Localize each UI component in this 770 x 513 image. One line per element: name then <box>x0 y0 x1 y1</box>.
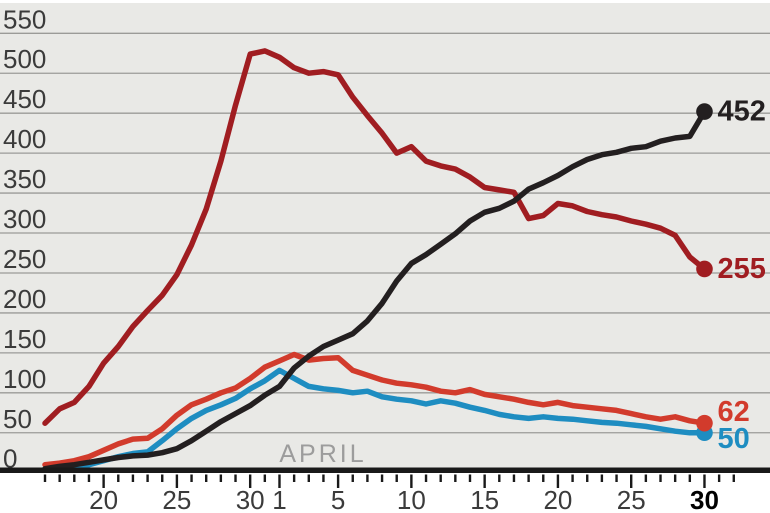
x-axis-label: 20 <box>89 485 118 513</box>
y-axis-label: 150 <box>3 324 46 354</box>
x-axis-label: 25 <box>162 485 191 513</box>
series-red-value-label: 62 <box>717 396 749 428</box>
x-axis-label: 30 <box>690 485 719 513</box>
series-black-value-label: 452 <box>717 96 765 128</box>
series-dark-red-line <box>42 48 708 426</box>
y-axis-label: 0 <box>3 444 17 474</box>
y-axis-label: 500 <box>3 44 46 74</box>
x-axis-label: 5 <box>331 485 345 513</box>
y-axis-label: 250 <box>3 244 46 274</box>
x-axis-label: 1 <box>272 485 286 513</box>
y-axis-label: 50 <box>3 404 32 434</box>
x-axis-line <box>0 467 770 473</box>
plot-background <box>0 3 770 468</box>
series-blue-line <box>42 367 708 473</box>
series-black-endpoint <box>696 103 713 120</box>
y-axis-label: 300 <box>3 204 46 234</box>
x-axis-label: 10 <box>397 485 426 513</box>
x-axis-label: 25 <box>617 485 646 513</box>
y-axis-label: 100 <box>3 364 46 394</box>
series-blue-value-label: 50 <box>717 423 749 455</box>
series-dark-red-endpoint <box>696 260 713 278</box>
y-axis-label: 400 <box>3 124 46 154</box>
series-red-endpoint <box>696 414 713 432</box>
month-label: APRIL <box>279 440 366 468</box>
x-axis-label: 20 <box>543 485 572 513</box>
series-dark-red-value-label: 255 <box>717 253 765 285</box>
y-axis-label: 350 <box>3 164 46 194</box>
series-red-line <box>42 351 708 468</box>
x-axis-label: 30 <box>236 485 265 513</box>
y-axis-label: 550 <box>3 4 46 34</box>
x-axis-label: 15 <box>470 485 499 513</box>
y-axis-label: 450 <box>3 84 46 114</box>
series-black-line <box>42 108 708 472</box>
y-axis-label: 200 <box>3 284 46 314</box>
